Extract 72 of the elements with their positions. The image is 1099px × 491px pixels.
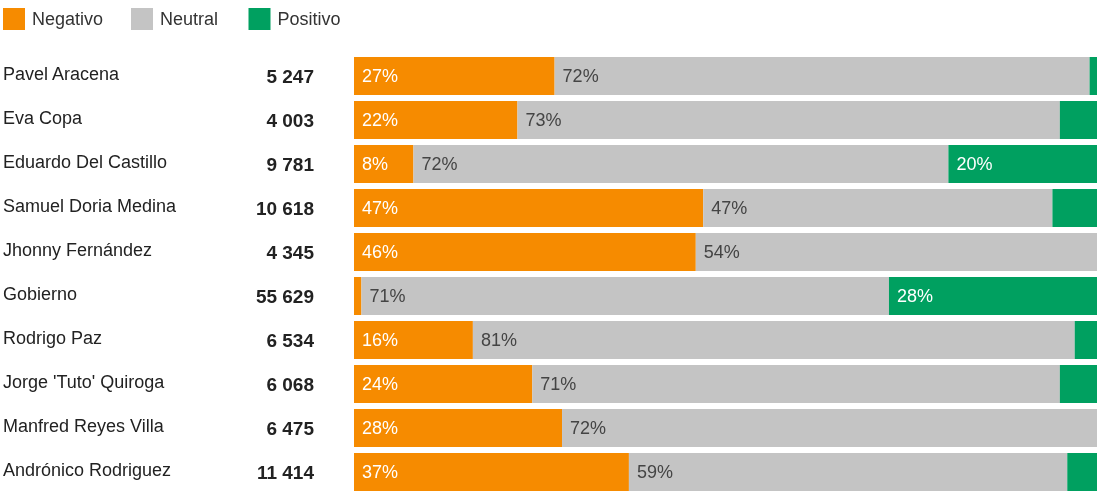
legend-label: Neutral	[160, 9, 219, 30]
bar	[1067, 453, 1097, 491]
bar	[888, 277, 1097, 315]
bar	[354, 277, 362, 315]
bar	[695, 233, 1097, 271]
data-label: 28%	[896, 286, 933, 307]
bar	[354, 57, 555, 95]
bar	[1059, 365, 1097, 403]
data-label: 59%	[636, 462, 673, 483]
bar	[554, 57, 1090, 95]
text: 6 068	[266, 373, 314, 395]
bar	[354, 189, 704, 227]
bar	[517, 101, 1060, 139]
bar	[703, 189, 1053, 227]
y-tick-label: Samuel Doria Medina	[3, 196, 178, 217]
text: 11 414	[256, 461, 315, 483]
y-tick-label: Pavel Aracena	[3, 64, 121, 85]
bar	[472, 321, 1075, 359]
bar	[354, 365, 533, 403]
legend-label: Negativo	[32, 9, 104, 30]
data-label: 72%	[562, 66, 599, 87]
y-tick-label: Gobierno	[3, 284, 78, 305]
y-tick-label: Manfred Reyes Villa	[3, 416, 165, 437]
bar	[1074, 321, 1097, 359]
data-label: 46%	[362, 242, 399, 263]
data-label: 47%	[711, 198, 748, 219]
bar	[354, 453, 629, 491]
y-tick-label: Rodrigo Paz	[3, 328, 103, 349]
data-label: 16%	[362, 330, 399, 351]
bar	[354, 321, 473, 359]
data-label: 20%	[956, 154, 993, 175]
y-tick-label: Eva Copa	[3, 108, 84, 129]
data-label: 27%	[362, 66, 399, 87]
data-label: 28%	[362, 418, 399, 439]
bar	[1052, 189, 1097, 227]
data-label: 24%	[362, 374, 399, 395]
bar	[354, 233, 696, 271]
data-label: 81%	[480, 330, 517, 351]
bar	[948, 145, 1097, 183]
data-label: 73%	[525, 110, 562, 131]
data-label: 47%	[362, 198, 399, 219]
y-tick-label: Andrónico Rodriguez	[3, 460, 172, 481]
legend-label: Positivo	[277, 9, 341, 30]
data-label: 71%	[540, 374, 577, 395]
data-label: 72%	[421, 154, 458, 175]
text: 5 247	[266, 65, 314, 87]
bar	[562, 409, 1097, 447]
data-label: 71%	[369, 286, 406, 307]
bar	[413, 145, 949, 183]
text: 9 781	[266, 153, 315, 175]
text: 6 475	[266, 417, 315, 439]
text: 10 618	[255, 197, 314, 219]
text: 6 534	[266, 329, 315, 351]
y-tick-label: Jorge 'Tuto' Quiroga	[3, 372, 166, 393]
data-label: 22%	[362, 110, 399, 131]
bar	[354, 145, 414, 183]
text: 55 629	[255, 285, 314, 307]
text: 4 003	[266, 109, 314, 131]
data-label: 54%	[703, 242, 740, 263]
data-label: 72%	[570, 418, 607, 439]
data-label: 37%	[362, 462, 399, 483]
bar	[354, 409, 563, 447]
bar	[628, 453, 1068, 491]
y-tick-label: Jhonny Fernández	[3, 240, 153, 261]
text: 4 345	[266, 241, 315, 263]
bar	[1089, 57, 1097, 95]
bar	[532, 365, 1060, 403]
data-label: 8%	[362, 154, 389, 175]
y-tick-label: Eduardo Del Castillo	[3, 152, 168, 173]
bar	[1059, 101, 1097, 139]
bar	[361, 277, 889, 315]
bar	[354, 101, 518, 139]
